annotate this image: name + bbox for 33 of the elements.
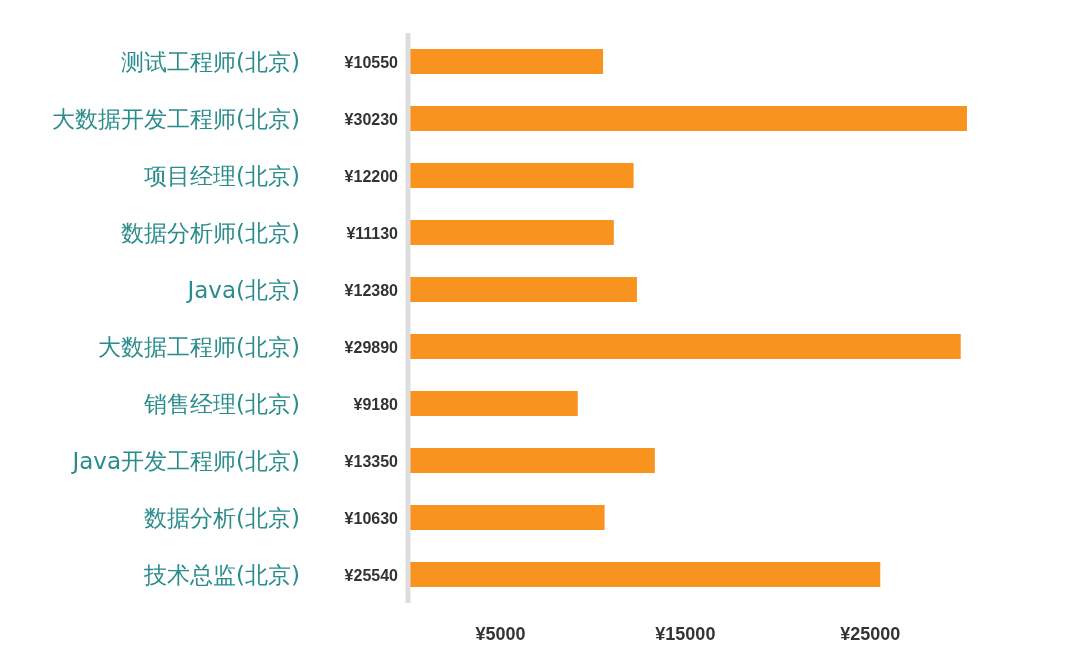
y-tick-label: 数据分析(北京) xyxy=(144,504,300,531)
y-tick-label: 大数据开发工程师(北京) xyxy=(52,105,300,132)
data-label: ¥30230 xyxy=(344,110,399,128)
x-tick-label: ¥5000 xyxy=(475,623,526,644)
bar xyxy=(408,334,961,359)
bar xyxy=(408,49,604,74)
bar xyxy=(408,505,605,530)
bar xyxy=(408,163,634,188)
y-tick-label: 大数据工程师(北京) xyxy=(98,333,300,360)
y-tick-label: 销售经理(北京) xyxy=(143,390,300,417)
y-tick-label: 数据分析师(北京) xyxy=(121,219,300,246)
bar xyxy=(408,220,614,245)
data-label: ¥10630 xyxy=(344,509,399,527)
data-label: ¥12380 xyxy=(344,281,399,299)
data-label: ¥13350 xyxy=(344,452,399,470)
data-label: ¥12200 xyxy=(344,167,399,185)
data-label: ¥9180 xyxy=(353,395,399,413)
y-tick-label: Java(北京) xyxy=(185,276,300,303)
bar xyxy=(408,106,967,131)
bar xyxy=(408,391,578,416)
y-tick-label: 技术总监(北京) xyxy=(143,561,300,588)
y-tick-label: Java开发工程师(北京) xyxy=(70,447,300,474)
y-tick-label: 测试工程师(北京) xyxy=(121,48,300,75)
data-label: ¥11130 xyxy=(346,224,399,242)
bar xyxy=(408,277,637,302)
data-label: ¥10550 xyxy=(344,53,399,71)
bar xyxy=(408,562,881,587)
data-label: ¥25540 xyxy=(344,566,399,584)
x-tick-label: ¥15000 xyxy=(655,623,716,644)
data-label: ¥29890 xyxy=(344,338,399,356)
x-tick-label: ¥25000 xyxy=(840,623,901,644)
bar xyxy=(408,448,655,473)
y-tick-label: 项目经理(北京) xyxy=(144,162,300,189)
